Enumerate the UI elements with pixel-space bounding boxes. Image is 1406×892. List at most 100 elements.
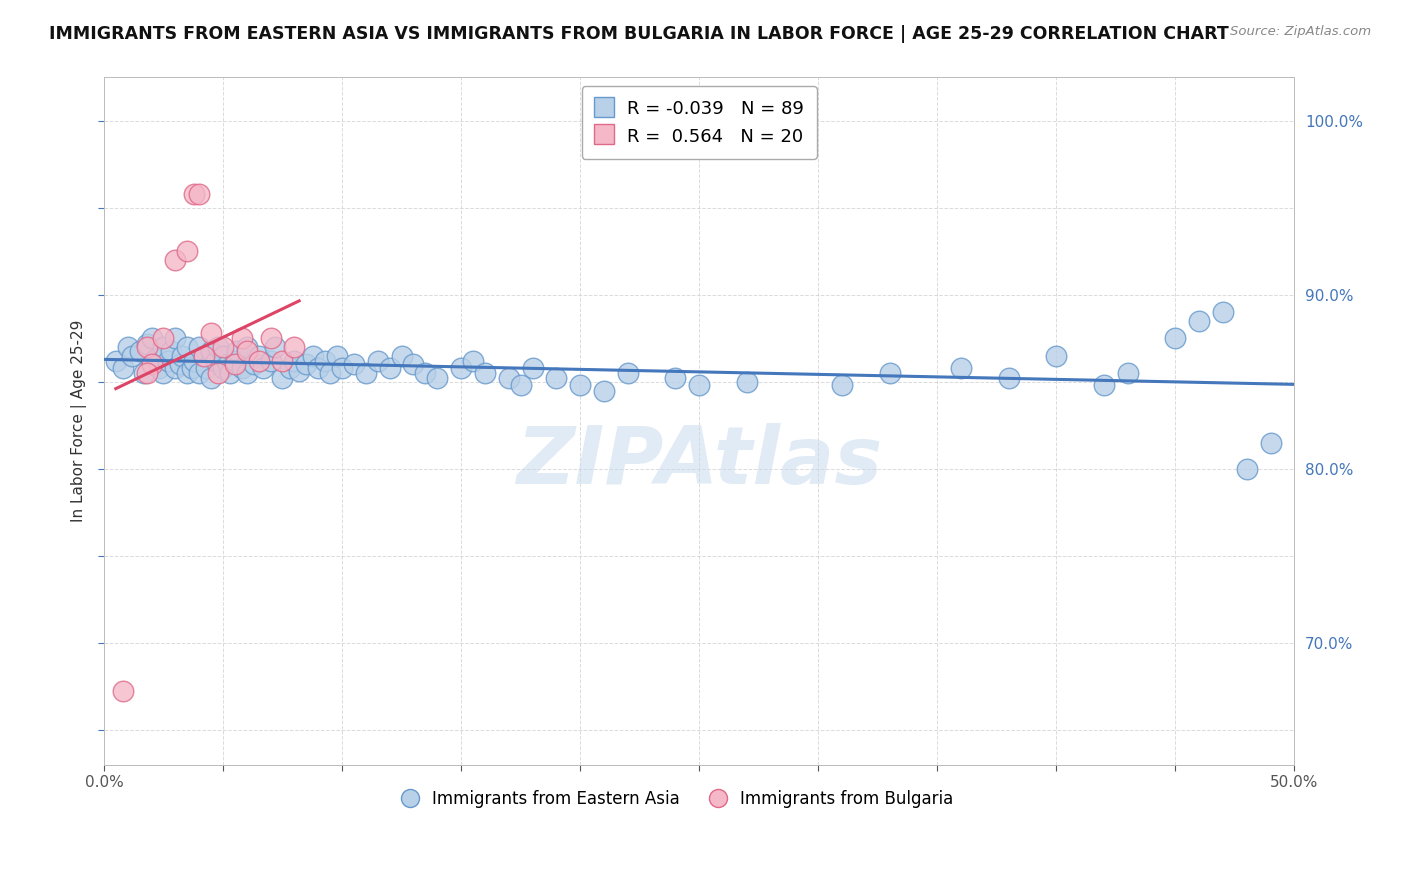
Point (204, 354, 226, 368)
Point (1260, 435, 1282, 450)
Point (200, 343, 222, 358)
Point (165, 331, 187, 345)
Point (498, 371, 520, 385)
Point (1116, 366, 1139, 380)
Point (461, 354, 484, 368)
Point (426, 371, 449, 385)
Point (217, 358, 239, 372)
Point (236, 343, 259, 358)
Point (148, 360, 170, 375)
Point (135, 336, 157, 351)
Point (264, 340, 287, 354)
Point (188, 366, 211, 380)
Point (157, 354, 180, 368)
Point (288, 364, 311, 378)
Point (259, 354, 281, 368)
Point (950, 360, 973, 375)
Point (302, 349, 325, 363)
Point (664, 371, 686, 385)
Point (522, 360, 544, 375)
Point (1045, 349, 1067, 363)
Point (259, 331, 281, 345)
Point (193, 349, 215, 363)
Point (278, 360, 301, 375)
Point (134, 366, 156, 380)
Point (283, 354, 305, 368)
Point (224, 354, 246, 368)
Point (330, 360, 353, 375)
Point (231, 331, 253, 345)
Point (378, 360, 401, 375)
Point (176, 366, 198, 380)
Point (593, 384, 616, 398)
Point (343, 358, 366, 372)
Point (252, 360, 274, 375)
Point (152, 340, 174, 354)
Point (172, 349, 194, 363)
Point (879, 366, 901, 380)
Point (181, 360, 204, 375)
Point (141, 358, 163, 372)
Point (152, 366, 174, 380)
Point (200, 326, 222, 340)
Point (474, 366, 496, 380)
Point (326, 349, 349, 363)
Text: ZIPAtlas: ZIPAtlas (516, 423, 883, 501)
Point (200, 371, 222, 385)
Point (117, 340, 139, 354)
Point (243, 358, 266, 372)
Point (307, 360, 329, 375)
Point (141, 358, 163, 372)
Point (319, 366, 342, 380)
Point (735, 375, 758, 389)
Point (169, 358, 191, 372)
Point (193, 349, 215, 363)
Point (415, 366, 437, 380)
Point (176, 340, 198, 354)
Text: IMMIGRANTS FROM EASTERN ASIA VS IMMIGRANTS FROM BULGARIA IN LABOR FORCE | AGE 25: IMMIGRANTS FROM EASTERN ASIA VS IMMIGRAN… (49, 25, 1229, 43)
Point (219, 366, 242, 380)
Point (152, 331, 174, 345)
Point (128, 343, 150, 358)
Point (569, 378, 592, 392)
Point (212, 340, 235, 354)
Point (283, 340, 305, 354)
Point (165, 253, 187, 268)
Point (450, 360, 472, 375)
Point (831, 378, 853, 392)
Point (509, 378, 531, 392)
Point (1164, 331, 1187, 345)
Point (314, 354, 336, 368)
Point (111, 684, 134, 698)
Legend: Immigrants from Eastern Asia, Immigrants from Bulgaria: Immigrants from Eastern Asia, Immigrants… (391, 783, 960, 814)
Point (688, 378, 710, 392)
Point (236, 366, 259, 380)
Point (1212, 305, 1234, 319)
Point (188, 340, 211, 354)
Point (212, 360, 235, 375)
Point (271, 354, 294, 368)
Point (1236, 462, 1258, 476)
Text: Source: ZipAtlas.com: Source: ZipAtlas.com (1230, 25, 1371, 38)
Point (247, 354, 270, 368)
Point (402, 358, 425, 372)
Point (159, 343, 181, 358)
Point (546, 371, 568, 385)
Point (135, 366, 157, 380)
Point (354, 366, 377, 380)
Point (236, 340, 259, 354)
Point (176, 244, 198, 259)
Point (226, 343, 249, 358)
Point (391, 349, 413, 363)
Point (1092, 378, 1115, 392)
Point (183, 186, 205, 201)
Point (145, 352, 167, 367)
Point (104, 354, 127, 368)
Point (224, 358, 246, 372)
Point (165, 360, 187, 375)
Point (195, 360, 218, 375)
Y-axis label: In Labor Force | Age 25-29: In Labor Force | Age 25-29 (72, 320, 87, 522)
Point (997, 371, 1019, 385)
Point (616, 366, 638, 380)
Point (207, 340, 229, 354)
